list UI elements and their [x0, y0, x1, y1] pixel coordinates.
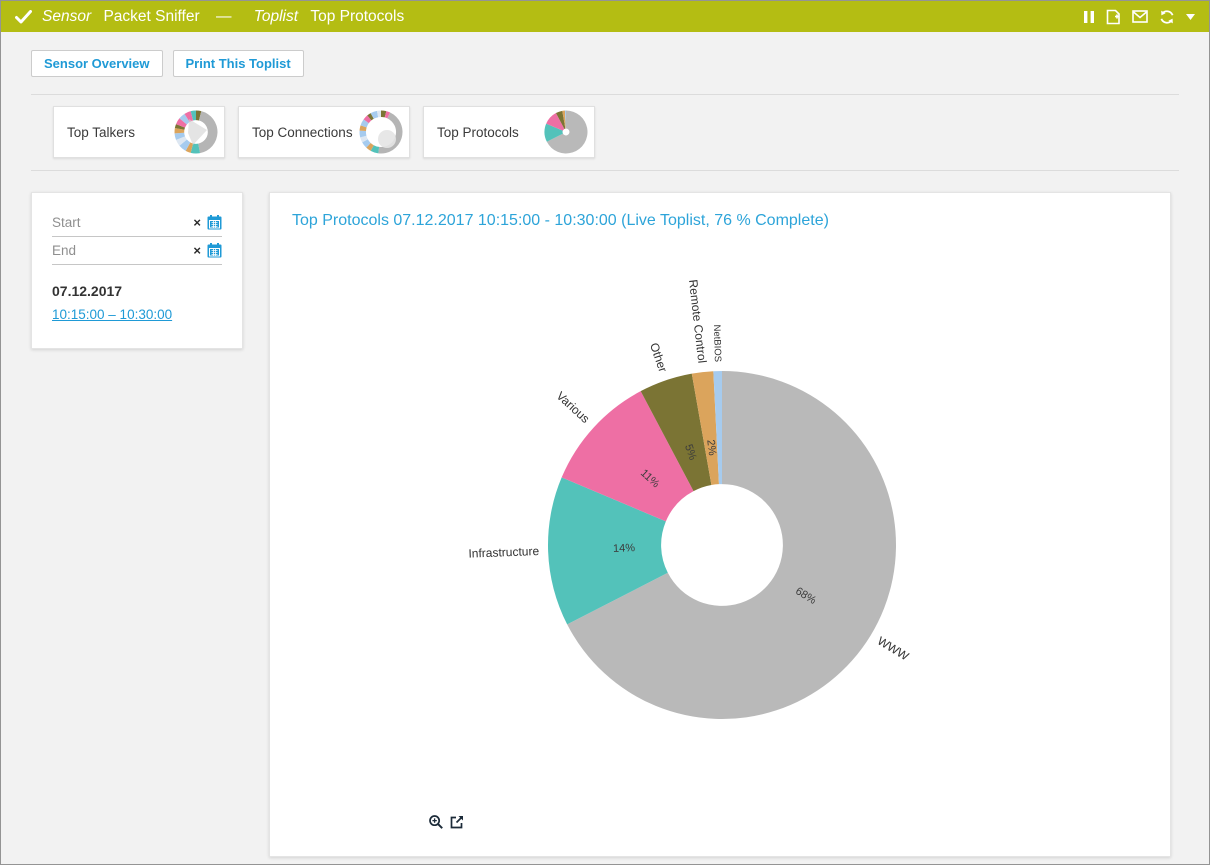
print-toplist-button[interactable]: Print This Toplist: [172, 49, 304, 77]
tab-top-connections[interactable]: Top Connections: [238, 106, 410, 158]
breadcrumb-sensor-name[interactable]: Packet Sniffer: [103, 7, 200, 25]
open-external-icon[interactable]: [449, 814, 465, 830]
start-input[interactable]: Start: [52, 215, 81, 230]
slice-label: NetBIOS: [711, 324, 723, 362]
donut-slice-segment: [359, 130, 367, 138]
tab-label: Top Talkers: [67, 124, 136, 140]
donut-slice-segment: [370, 145, 380, 154]
slice-label: Other: [647, 341, 670, 374]
donut-slice-www: [567, 371, 896, 719]
start-date-field[interactable]: Start ×: [52, 209, 222, 237]
donut-slice-segment: [360, 119, 369, 128]
tab-label: Top Protocols: [437, 124, 519, 140]
refresh-icon[interactable]: [1159, 9, 1175, 25]
breadcrumb-toplist-name: Top Protocols: [310, 7, 405, 25]
calendar-icon[interactable]: [207, 243, 222, 258]
top-connections-mini-chart-icon: [359, 110, 403, 154]
selected-date: 07.12.2017: [52, 283, 123, 299]
donut-slice-segment: [366, 142, 374, 151]
pause-icon[interactable]: [1083, 10, 1095, 24]
toplist-chart-card: Top Protocols 07.12.2017 10:15:00 - 10:3…: [269, 192, 1171, 857]
breadcrumb-toplist-label: Toplist: [253, 7, 299, 25]
header-actions: [1083, 9, 1195, 25]
chart-title: Top Protocols 07.12.2017 10:15:00 - 10:3…: [292, 212, 829, 229]
end-date-field[interactable]: End ×: [52, 237, 222, 265]
donut-slice-infrastructure: [544, 123, 563, 142]
email-icon[interactable]: [1132, 10, 1148, 23]
top-protocols-mini-chart-icon: [544, 110, 588, 154]
donut-slice-segment: [363, 115, 372, 124]
donut-slice-segment: [179, 139, 191, 151]
donut-slice-various: [561, 391, 694, 522]
status-ok-check-icon: [15, 9, 32, 24]
divider: [31, 170, 1179, 171]
donut-slice-other: [555, 110, 566, 129]
donut-slice-segment: [190, 110, 196, 121]
slice-pct-label: 14%: [613, 542, 636, 555]
donut-slice-netbios: [564, 110, 566, 129]
thumb-blob-overlay: [378, 130, 396, 148]
content-area: Start × End × 07.12.2017 10:15:00: [1, 171, 1209, 857]
donut-slice-various: [546, 112, 565, 131]
top-talkers-mini-chart-icon: [174, 110, 218, 154]
donut-slice-segment: [184, 111, 194, 123]
tab-top-talkers[interactable]: Top Talkers: [53, 106, 225, 158]
thumb-chord-overlay: [188, 119, 207, 145]
donut-slice-segment: [196, 110, 202, 121]
donut-slice-www: [546, 110, 588, 154]
donut-slice-segment: [179, 113, 190, 125]
donut-slice-segment: [176, 136, 187, 146]
donut-slice-segment: [185, 142, 194, 153]
donut-slice-other: [640, 373, 712, 492]
caret-down-icon[interactable]: [1186, 13, 1195, 20]
clear-end-icon[interactable]: ×: [193, 243, 201, 258]
slice-label: Various: [554, 389, 593, 426]
donut-slice-segment: [360, 135, 368, 143]
zoom-in-icon[interactable]: [428, 814, 444, 830]
donut-slice-segment: [378, 112, 403, 154]
slice-label: Remote Control: [686, 279, 709, 364]
donut-slice-segment: [174, 132, 186, 140]
donut-slice-segment: [370, 110, 379, 119]
header-bar: Sensor Packet Sniffer — Toplist Top Prot…: [1, 1, 1209, 32]
tab-top-protocols[interactable]: Top Protocols: [423, 106, 595, 158]
donut-slice-infrastructure: [548, 477, 668, 625]
add-report-icon[interactable]: [1106, 9, 1121, 25]
chart-footer-icons: [428, 814, 465, 830]
clear-start-icon[interactable]: ×: [193, 215, 201, 230]
donut-slice-segment: [381, 110, 387, 118]
toolbar: Sensor Overview Print This Toplist: [1, 32, 1209, 94]
time-range-link[interactable]: 10:15:00 – 10:30:00: [52, 307, 173, 322]
donut-slice-netbios: [713, 371, 722, 485]
top-protocols-donut-chart: 68%WWW14%Infrastructure11%Various5%Other…: [468, 279, 912, 719]
donut-slice-segment: [362, 139, 371, 148]
donut-slice-segment: [174, 127, 185, 134]
slice-label: Infrastructure: [468, 544, 539, 561]
donut-slice-remote-control: [562, 110, 566, 129]
donut-slice-segment: [384, 111, 391, 119]
donut-slice-segment: [367, 113, 374, 121]
calendar-icon[interactable]: [207, 215, 222, 230]
divider: [31, 94, 1179, 95]
slice-pct-label: 2%: [704, 439, 718, 456]
breadcrumb-sensor-label: Sensor: [42, 7, 92, 25]
donut-slice-segment: [359, 125, 367, 132]
donut-slice-segment: [376, 110, 381, 118]
slice-pct-label: 5%: [682, 443, 699, 462]
breadcrumb-separator: —: [215, 7, 232, 25]
date-filter-panel: Start × End × 07.12.2017 10:15:00: [31, 192, 243, 349]
breadcrumb: Sensor Packet Sniffer — Toplist Top Prot…: [32, 8, 408, 26]
slice-label: WWW: [875, 634, 912, 664]
toplist-tabs: Top Talkers Top Connections Top Protocol…: [1, 95, 1209, 170]
end-input[interactable]: End: [52, 243, 77, 258]
donut-slice-segment: [198, 111, 218, 154]
donut-slice-remote-control: [691, 371, 719, 486]
sensor-overview-button[interactable]: Sensor Overview: [31, 49, 163, 77]
donut-slice-segment: [190, 143, 201, 154]
donut-slice-segment: [174, 124, 186, 130]
donut-slice-segment: [176, 118, 187, 128]
tab-label: Top Connections: [252, 124, 353, 140]
